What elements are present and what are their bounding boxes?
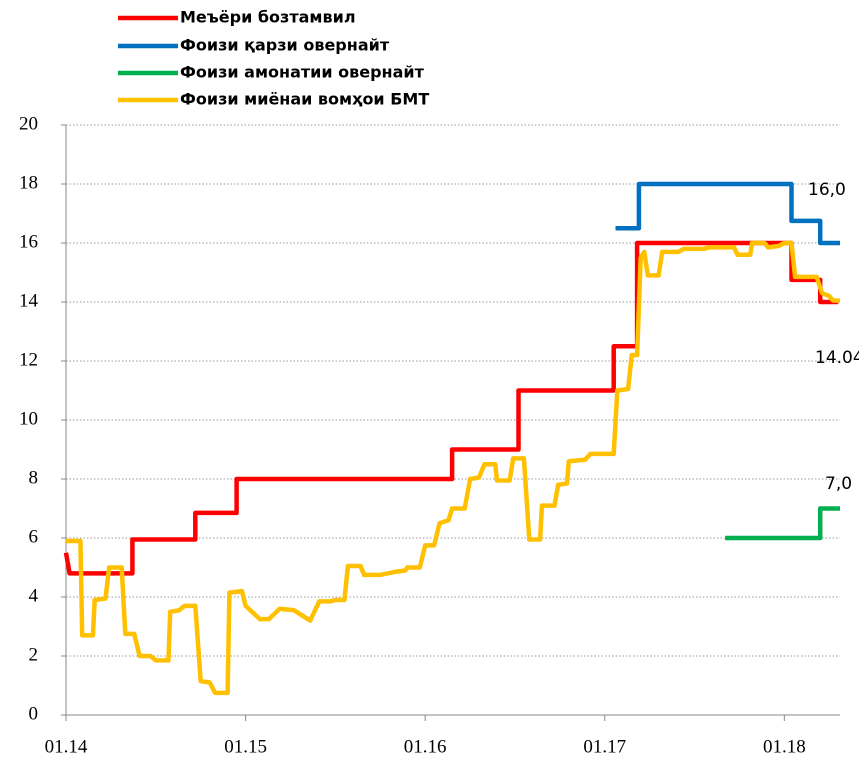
y-tick-label: 12 <box>19 349 38 370</box>
x-tick-label: 01.14 <box>45 736 88 757</box>
series-line <box>725 506 840 541</box>
series-line <box>615 181 840 246</box>
y-tick-label: 8 <box>29 467 39 488</box>
legend-label: Фоизи миёнаи вомҳои БМТ <box>180 90 429 109</box>
legend-label: Фоизи қарзи овернайт <box>180 36 390 55</box>
x-tick-label: 01.15 <box>224 736 267 757</box>
x-tick-label: 01.16 <box>404 736 447 757</box>
series-line <box>66 240 841 696</box>
y-tick-label: 6 <box>29 526 39 547</box>
annotation: 7,0 <box>825 474 852 494</box>
y-tick-label: 20 <box>19 113 38 134</box>
annotation: 14.04 <box>815 348 859 368</box>
legend-label: Меъёри бозтамвил <box>180 8 356 27</box>
x-tick-label: 01.18 <box>763 736 806 757</box>
legend-label: Фоизи амонатии овернайт <box>180 63 425 82</box>
y-tick-label: 16 <box>19 231 38 252</box>
series-line <box>63 240 839 576</box>
y-tick-label: 10 <box>19 408 38 429</box>
y-tick-label: 14 <box>19 290 39 311</box>
y-tick-label: 2 <box>29 644 39 665</box>
y-tick-label: 18 <box>19 172 38 193</box>
y-tick-label: 0 <box>29 703 39 724</box>
x-tick-label: 01.17 <box>583 736 626 757</box>
y-tick-label: 4 <box>29 585 39 606</box>
annotation: 16,0 <box>808 180 846 200</box>
